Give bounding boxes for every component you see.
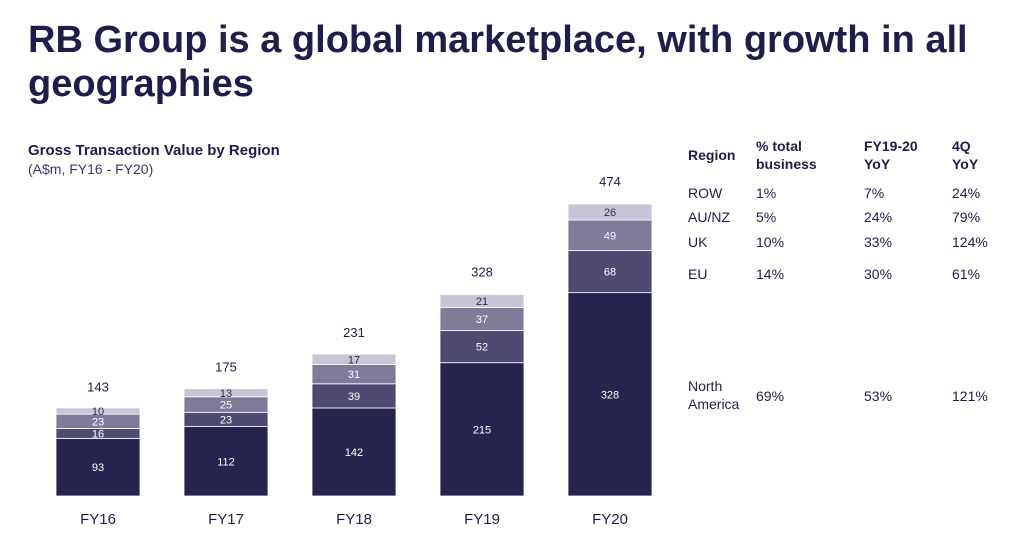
table-row-uk-q4: 124%: [952, 234, 988, 250]
bar-segment-fy16-3: [55, 407, 141, 415]
table-row-aunz-region: AU/NZ: [688, 209, 730, 225]
bar-segment-fy20-0: [567, 292, 653, 497]
bar-value-label: 25: [220, 400, 232, 412]
bar-value-label: 49: [604, 230, 616, 242]
table-row-aunz-fy: 24%: [864, 209, 893, 225]
bar-value-label: 23: [92, 416, 104, 428]
bar-value-label: 328: [601, 389, 619, 401]
bar-value-label: 39: [348, 391, 360, 403]
table-header-4q-yoy: 4Q YoY: [952, 138, 979, 172]
table-row-eu-region: EU: [688, 266, 708, 282]
table-row-uk-fy: 33%: [864, 234, 893, 250]
bar-value-label: 21: [476, 296, 488, 308]
bar-total-label: 231: [343, 325, 365, 340]
bar-segment-fy17-3: [183, 388, 269, 398]
table-row-aunz-q4: 79%: [952, 209, 981, 225]
chart-title: Gross Transaction Value by Region: [28, 142, 280, 159]
table-row-row-pct: 1%: [756, 185, 777, 201]
bar-value-label: 93: [92, 462, 104, 474]
bar-segment-fy19-1: [439, 330, 525, 364]
bar-value-label: 16: [92, 428, 104, 440]
table-header-pct-total: % total business: [756, 138, 817, 172]
table-row-row-fy: 7%: [864, 185, 885, 201]
x-tick-label: FY19: [464, 511, 500, 528]
bar-value-label: 23: [220, 414, 232, 426]
table-row-aunz-pct: 5%: [756, 209, 777, 225]
bar-value-label: 52: [476, 342, 488, 354]
bar-segment-fy20-3: [567, 203, 653, 221]
x-tick-label: FY16: [80, 511, 116, 528]
stacked-bar-chart: 93162310143FY16112232513175FY17142393117…: [55, 174, 653, 528]
table-row-na-pct: 69%: [756, 388, 785, 404]
bar-total-label: 328: [471, 265, 493, 280]
bar-value-label: 112: [217, 456, 235, 468]
table-row-uk-region: UK: [688, 234, 708, 250]
table-row-uk-pct: 10%: [756, 234, 785, 250]
table-row-row-region: ROW: [688, 185, 723, 201]
x-tick-label: FY18: [336, 511, 372, 528]
bar-total-label: 143: [87, 379, 109, 394]
bar-value-label: 13: [220, 388, 232, 400]
table-row-na-q4: 121%: [952, 388, 988, 404]
bar-value-label: 31: [348, 369, 360, 381]
bar-segment-fy19-0: [439, 362, 525, 497]
table-row-na-fy: 53%: [864, 388, 893, 404]
bar-segment-fy17-0: [183, 426, 269, 497]
bar-segment-fy19-3: [439, 294, 525, 308]
bar-segment-fy18-3: [311, 353, 397, 365]
page-headline: RB Group is a global marketplace, with g…: [28, 19, 968, 105]
x-tick-label: FY17: [208, 511, 244, 528]
table-header-fy-yoy: FY19-20 YoY: [864, 138, 918, 172]
bar-segment-fy18-1: [311, 383, 397, 409]
bar-value-label: 10: [92, 406, 104, 418]
x-tick-label: FY20: [592, 511, 628, 528]
table-row-eu-pct: 14%: [756, 266, 785, 282]
bar-value-label: 26: [604, 207, 616, 219]
bar-segment-fy16-0: [55, 437, 141, 497]
bar-value-label: 215: [473, 424, 491, 436]
bar-total-label: 175: [215, 360, 237, 375]
table-row-eu-q4: 61%: [952, 266, 981, 282]
table-row-eu-fy: 30%: [864, 266, 893, 282]
chart-subtitle: (A$m, FY16 - FY20): [28, 161, 154, 177]
table-header-region: Region: [688, 147, 736, 163]
bar-segment-fy18-0: [311, 407, 397, 497]
bar-value-label: 17: [348, 354, 360, 366]
bar-value-label: 68: [604, 267, 616, 279]
bar-total-label: 474: [599, 174, 621, 189]
table-row-row-q4: 24%: [952, 185, 981, 201]
table-row-na-region: North America: [688, 378, 740, 412]
bar-value-label: 142: [345, 447, 363, 459]
bar-value-label: 37: [476, 314, 488, 326]
